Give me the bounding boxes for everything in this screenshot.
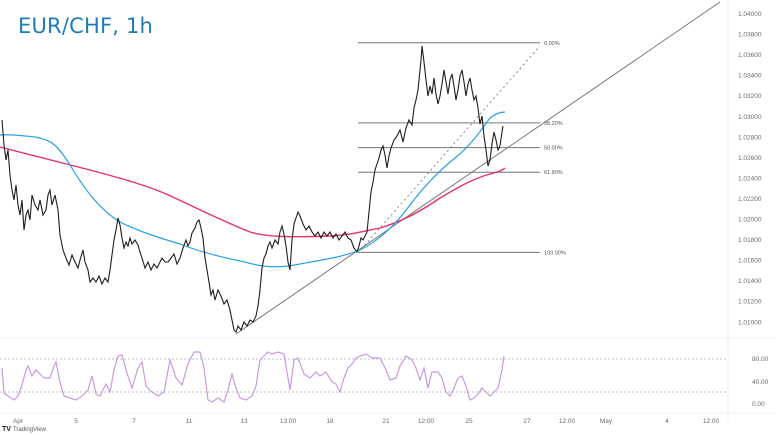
price-axis-label: 1.02400	[738, 175, 762, 182]
rsi-axis: 80.00 40.00 0.00	[752, 356, 769, 408]
rsi-axis-label: 0.00	[752, 401, 765, 408]
price-axis-label: 1.02000	[738, 217, 762, 224]
time-axis-label: 25	[465, 418, 473, 425]
rsi-axis-label: 80.00	[752, 356, 769, 363]
price-axis-label: 1.02800	[738, 134, 762, 141]
price-axis-label: 1.01600	[738, 258, 762, 265]
fib-level-label: 50.00%	[544, 146, 563, 152]
tradingview-logo-icon: TV	[2, 426, 11, 433]
time-axis-label: May	[600, 418, 613, 425]
fib-retracement[interactable]: 0.00% 38.20% 50.00% 61.80% 100.00%	[358, 41, 566, 257]
ma-slow-line	[0, 146, 506, 238]
price-axis-label: 1.03600	[738, 52, 762, 59]
price-axis-label: 1.01800	[738, 237, 762, 244]
rsi-axis-label: 40.00	[752, 379, 769, 386]
ascending-trendline[interactable]	[235, 1, 721, 335]
time-axis-label: 13	[240, 418, 248, 425]
tradingview-watermark: TV TradingView	[2, 426, 46, 433]
price-axis-label: 1.03000	[738, 114, 762, 121]
rsi-line	[1, 351, 505, 403]
price-axis[interactable]: 1.04000 1.03800 1.03600 1.03400 1.03200 1.030…	[738, 11, 762, 326]
time-axis-label: 12:00	[559, 418, 576, 425]
fib-level-label: 100.00%	[544, 250, 566, 256]
time-axis-label: 12:00	[703, 418, 720, 425]
chart-title: EUR/CHF, 1h	[18, 14, 154, 38]
time-axis-label: 11	[186, 418, 193, 425]
fib-trend-dotted-line[interactable]	[357, 45, 541, 254]
fib-level-label: 61.80%	[544, 170, 563, 176]
time-axis-label: 21	[382, 418, 390, 425]
time-axis-label: Apr	[13, 418, 24, 425]
price-axis-label: 1.01200	[738, 299, 762, 306]
price-axis-label: 1.02600	[738, 155, 762, 162]
time-axis-label: 5	[74, 418, 78, 425]
ma-fast-line	[0, 111, 506, 268]
price-axis-label: 1.03400	[738, 73, 762, 80]
tradingview-brand: TradingView	[12, 427, 46, 433]
time-axis[interactable]: Apr 5 7 11 13 13:00 18 21 12:00 25 27 12:00 May 4 12:0…	[13, 418, 720, 425]
time-axis-label: 7	[132, 418, 136, 425]
time-axis-label: 12:00	[418, 418, 435, 425]
time-axis-label: 13:00	[280, 418, 297, 425]
price-axis-label: 1.03800	[738, 32, 762, 39]
fib-level-label: 0.00%	[544, 41, 560, 47]
price-series	[1, 45, 504, 334]
price-axis-label: 1.01400	[738, 278, 762, 285]
price-axis-label: 1.01000	[738, 319, 762, 326]
time-axis-label: 27	[523, 418, 531, 425]
price-axis-label: 1.02200	[738, 196, 762, 203]
price-axis-label: 1.04000	[738, 11, 762, 18]
price-axis-label: 1.03200	[738, 93, 762, 100]
time-axis-label: 18	[326, 418, 334, 425]
time-axis-label: 4	[665, 418, 669, 425]
fib-level-label: 38.20%	[544, 121, 563, 127]
